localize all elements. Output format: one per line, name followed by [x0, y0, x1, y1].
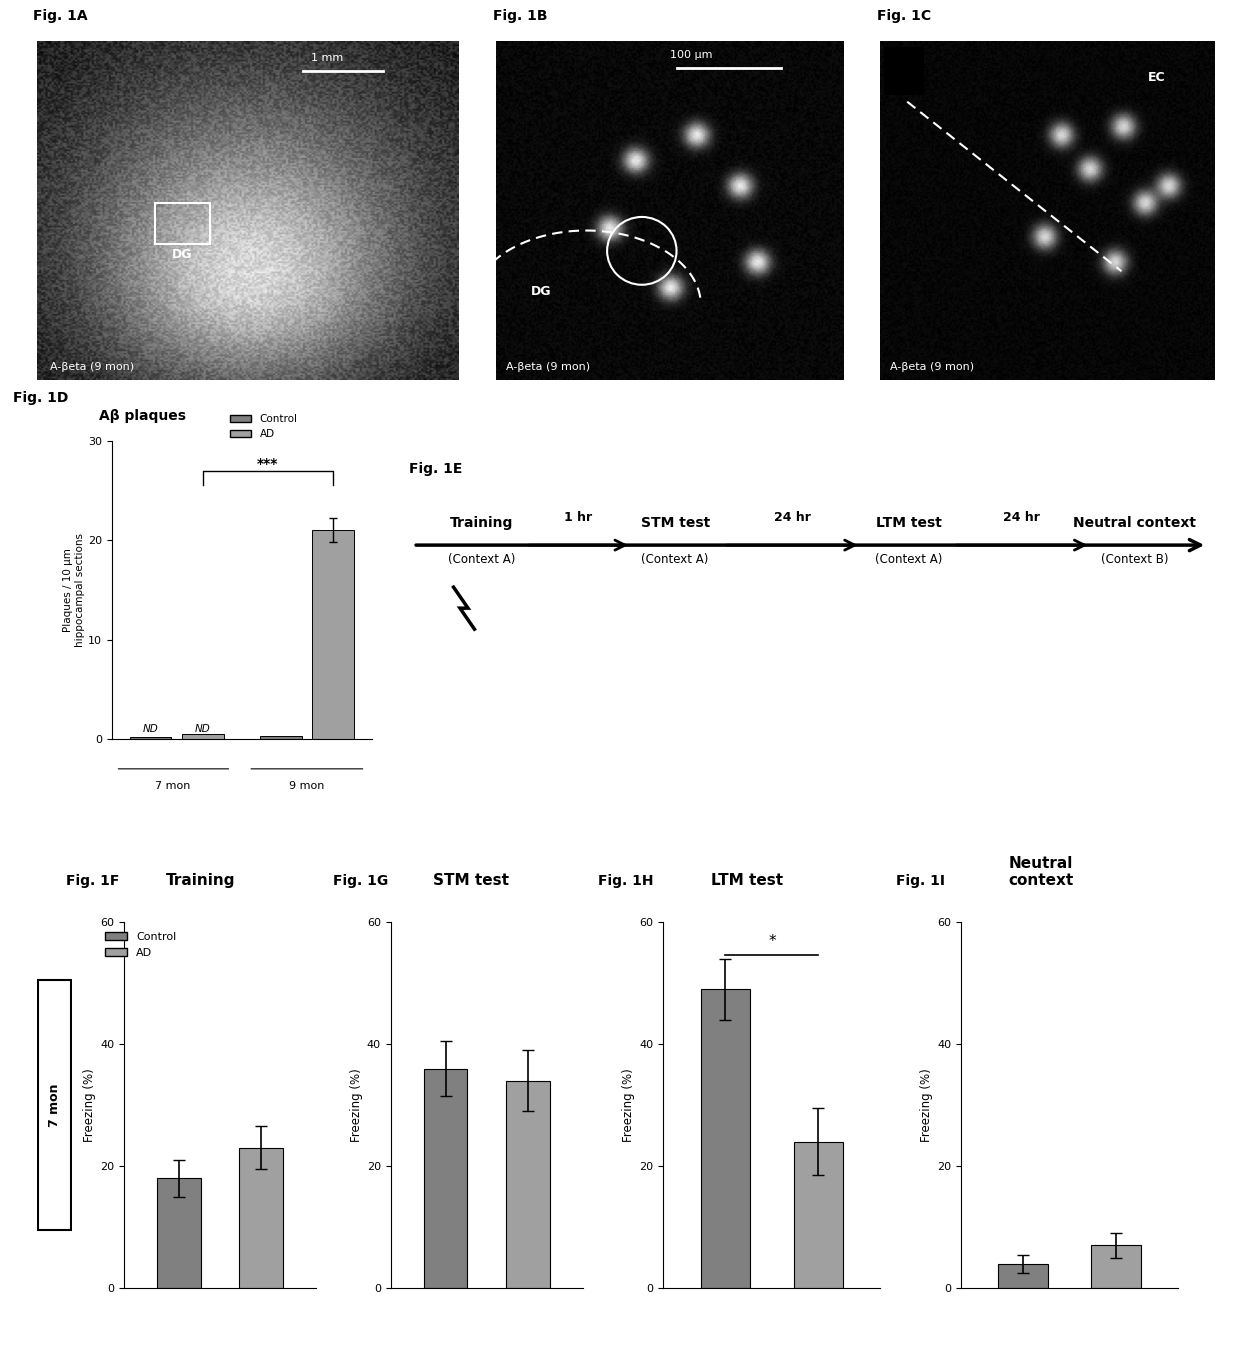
Bar	[239, 1147, 283, 1288]
Legend: Control, AD: Control, AD	[100, 928, 181, 961]
Text: LTM test: LTM test	[712, 873, 784, 888]
Text: STM test: STM test	[433, 873, 508, 888]
Bar	[260, 736, 301, 739]
Text: Fig. 1C: Fig. 1C	[877, 9, 931, 23]
Y-axis label: Freezing (%): Freezing (%)	[920, 1069, 932, 1142]
FancyBboxPatch shape	[38, 980, 71, 1230]
Text: A-βeta (9 mon): A-βeta (9 mon)	[506, 362, 590, 372]
Text: *: *	[768, 934, 776, 949]
Text: 7 mon: 7 mon	[48, 1083, 61, 1127]
Y-axis label: Freezing (%): Freezing (%)	[83, 1069, 95, 1142]
Bar	[130, 738, 171, 739]
Bar	[998, 1264, 1048, 1288]
Bar	[155, 203, 210, 244]
Text: Fig. 1A: Fig. 1A	[33, 9, 88, 23]
Text: 1 mm: 1 mm	[311, 53, 343, 62]
Text: ND: ND	[143, 724, 159, 734]
Text: DG: DG	[172, 248, 192, 260]
Text: Aβ plaques: Aβ plaques	[99, 408, 186, 423]
Text: EC: EC	[1148, 72, 1166, 84]
Text: Neutral context: Neutral context	[1073, 517, 1197, 530]
Text: 24 hr: 24 hr	[774, 511, 811, 523]
Text: 100 μm: 100 μm	[670, 50, 712, 60]
Bar	[312, 530, 353, 739]
Bar	[424, 1069, 467, 1288]
Text: 1 hr: 1 hr	[564, 511, 593, 523]
Text: Fig. 1G: Fig. 1G	[332, 875, 388, 888]
Text: Neutral
context: Neutral context	[1009, 856, 1074, 888]
Legend: Control, AD: Control, AD	[226, 410, 301, 443]
Text: 9 mon: 9 mon	[289, 781, 325, 791]
Text: Training: Training	[166, 873, 236, 888]
Text: 7 mon: 7 mon	[155, 781, 191, 791]
Y-axis label: Freezing (%): Freezing (%)	[350, 1069, 362, 1142]
Text: DG: DG	[531, 285, 552, 298]
Text: (Context A): (Context A)	[875, 553, 942, 565]
Text: A-βeta (9 mon): A-βeta (9 mon)	[50, 362, 134, 372]
Text: 24 hr: 24 hr	[1003, 511, 1040, 523]
Bar	[182, 734, 223, 739]
Text: (Context A): (Context A)	[641, 553, 709, 565]
Bar	[794, 1142, 843, 1288]
Y-axis label: Freezing (%): Freezing (%)	[622, 1069, 635, 1142]
Text: (Context B): (Context B)	[1101, 553, 1168, 565]
Bar	[506, 1081, 549, 1288]
Bar	[1091, 1245, 1141, 1288]
Text: ***: ***	[257, 457, 279, 471]
Bar	[701, 990, 750, 1288]
Text: Fig. 1F: Fig. 1F	[67, 875, 120, 888]
Text: Fig. 1E: Fig. 1E	[409, 462, 463, 476]
Text: Fig. 1H: Fig. 1H	[599, 875, 653, 888]
Text: Training: Training	[450, 517, 513, 530]
Text: ND: ND	[195, 724, 211, 734]
Text: (Context A): (Context A)	[448, 553, 516, 565]
Text: STM test: STM test	[641, 517, 709, 530]
Y-axis label: Plaques / 10 μm
hippocampal sections: Plaques / 10 μm hippocampal sections	[63, 533, 86, 647]
Text: LTM test: LTM test	[875, 517, 942, 530]
Bar	[884, 47, 924, 95]
Text: Fig. 1I: Fig. 1I	[895, 875, 945, 888]
Bar	[157, 1178, 201, 1288]
Text: A-βeta (9 mon): A-βeta (9 mon)	[890, 362, 975, 372]
Text: Fig. 1B: Fig. 1B	[492, 9, 547, 23]
Text: Fig. 1D: Fig. 1D	[12, 391, 68, 405]
